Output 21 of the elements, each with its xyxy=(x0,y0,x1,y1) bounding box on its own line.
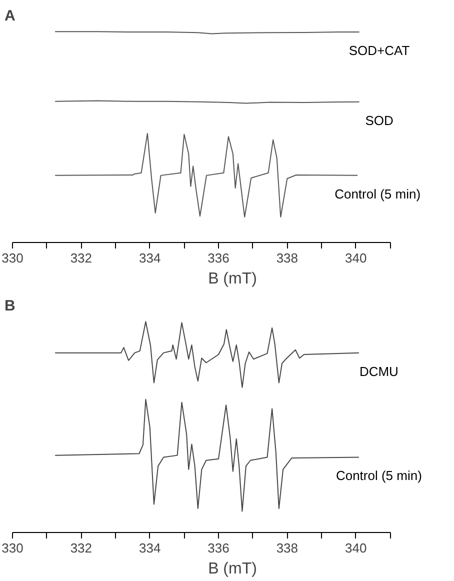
chart-title: B xyxy=(4,298,16,314)
x-tick-label: 336 xyxy=(208,540,230,556)
x-tick-label: 340 xyxy=(345,540,367,556)
x-axis-title: B (mT) xyxy=(208,270,257,288)
x-tick-label: 334 xyxy=(138,250,161,266)
series-label: SOD xyxy=(365,112,394,128)
x-tick-label: 334 xyxy=(138,540,161,556)
x-tick-label: 340 xyxy=(345,250,367,266)
x-tick-label: 330 xyxy=(2,250,24,266)
x-tick-label: 338 xyxy=(276,540,298,556)
series-label: Control (5 min) xyxy=(334,186,421,202)
x-axis-title: B (mT) xyxy=(208,560,257,578)
series-label: DCMU xyxy=(359,364,398,379)
series-label: SOD+CAT xyxy=(348,43,410,58)
x-tick-label: 338 xyxy=(276,250,298,266)
x-tick-label: 332 xyxy=(70,250,92,266)
x-tick-label: 330 xyxy=(2,540,24,556)
x-tick-label: 336 xyxy=(208,250,230,266)
series-label: Control (5 min) xyxy=(336,468,422,484)
chart-title: A xyxy=(4,8,16,24)
x-tick-label: 332 xyxy=(70,540,92,556)
